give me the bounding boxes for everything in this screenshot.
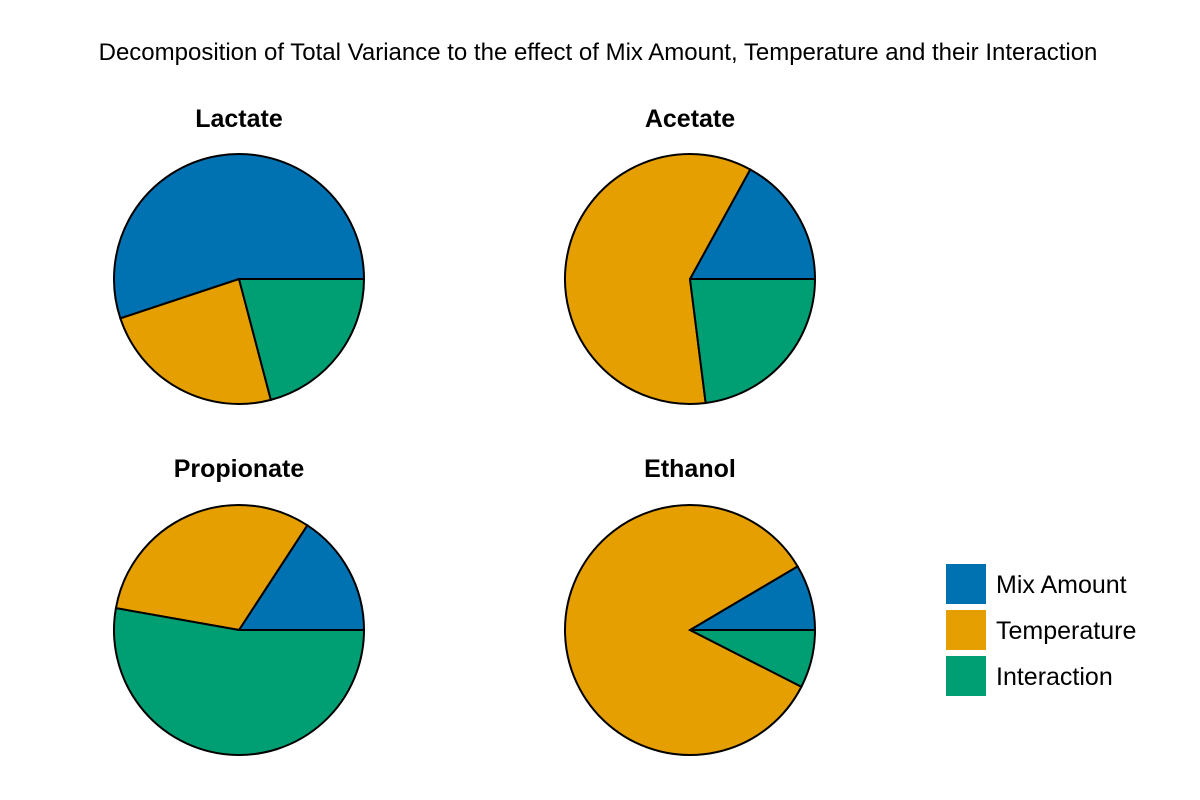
legend-label-temperature: Temperature	[996, 617, 1136, 645]
legend-label-mix-amount: Mix Amount	[996, 571, 1127, 599]
slice-ethanol-interaction	[689, 629, 817, 689]
legend-swatch-mix-amount	[946, 564, 986, 604]
slice-propionate-temperature	[114, 504, 309, 632]
slice-acetate-interaction	[688, 278, 817, 405]
pie-propionate: Propionate	[113, 455, 366, 756]
pie-acetate: Acetate	[563, 105, 817, 405]
slice-acetate-mix-amount	[688, 168, 817, 280]
slice-lactate-temperature	[119, 277, 273, 405]
pie-title-propionate: Propionate	[174, 455, 305, 483]
legend-swatch-temperature	[946, 610, 986, 650]
pie-title-acetate: Acetate	[645, 105, 735, 133]
pies-group: Lactate Acetate Propionate Ethanol	[113, 105, 817, 756]
legend-label-interaction: Interaction	[996, 663, 1113, 691]
slice-lactate-interaction	[237, 278, 366, 402]
pie-title-ethanol: Ethanol	[644, 455, 736, 483]
legend-item-interaction: Interaction	[946, 656, 1113, 696]
pie-title-lactate: Lactate	[195, 105, 283, 133]
legend-item-mix-amount: Mix Amount	[946, 564, 1127, 604]
pie-ethanol: Ethanol	[564, 455, 817, 756]
legend-item-temperature: Temperature	[946, 610, 1136, 650]
pie-lactate: Lactate	[113, 105, 366, 405]
legend-swatch-interaction	[946, 656, 986, 696]
slice-lactate-mix-amount	[113, 153, 366, 320]
slice-acetate-temperature	[563, 153, 752, 405]
legend: Mix Amount Temperature Interaction	[946, 564, 1136, 696]
slice-propionate-interaction	[113, 606, 366, 756]
chart-title: Decomposition of Total Variance to the e…	[99, 39, 1098, 66]
slice-ethanol-temperature	[564, 504, 803, 756]
slice-propionate-mix-amount	[237, 523, 366, 631]
